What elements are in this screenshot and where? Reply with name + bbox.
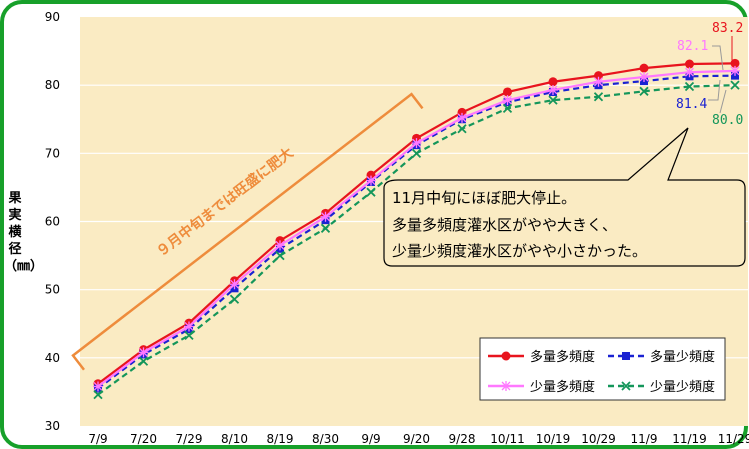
data-point [502,95,513,106]
legend-label: 多量多頻度 [530,349,595,365]
data-point [93,381,103,392]
data-point [639,71,649,82]
data-point [548,95,558,105]
data-point [501,351,511,361]
data-point [593,76,604,87]
data-point [594,71,603,81]
y-tick-label: 90 [45,10,60,24]
callout-line-2: 多量多頻度灌水区がやや大きく、 [392,216,617,234]
data-point [639,63,649,73]
end-label-0: 83.2 [712,21,743,36]
x-tick-label: 10/11 [490,432,525,446]
data-point [622,352,630,360]
data-point [684,67,695,78]
data-point [320,223,331,233]
data-point [684,81,695,92]
data-point [730,58,740,68]
x-tick-label: 8/30 [312,432,339,446]
x-tick-label: 7/29 [176,432,203,446]
data-point [411,148,422,158]
data-point [639,86,649,96]
end-label-2-leader [708,79,721,101]
data-point [275,240,285,251]
x-tick-label: 11/9 [631,432,658,446]
end-label-1: 82.1 [677,39,708,54]
legend-box [479,337,726,401]
x-tick-label: 9/20 [403,432,430,446]
data-point [621,381,631,391]
x-tick-label: 9/28 [449,432,476,446]
end-label-3: 80.0 [712,113,743,128]
x-tick-label: 7/20 [130,432,157,446]
end-label-3-leader [719,89,727,114]
data-point [501,381,511,391]
data-point [138,356,149,366]
end-label-2: 81.4 [676,97,707,112]
data-point [411,138,422,149]
data-point [229,294,240,304]
x-tick-label: 11/29 [718,432,749,446]
data-point [184,321,194,332]
x-tick-label: 10/19 [536,432,571,446]
y-axis-ticks: 30 40 50 60 70 80 90 [45,10,60,433]
x-tick-label: 7/9 [88,432,107,446]
data-point [93,390,103,400]
series-2 [93,65,740,392]
series-3 [93,80,740,400]
x-tick-label: 8/10 [221,432,248,446]
callout-line-1: 11月中旬にほぼ肥大停止。 [392,189,576,207]
x-axis-ticks: 7/9 7/20 7/29 8/10 8/19 8/30 9/9 9/20 9/28 10/11 1… [88,432,749,446]
legend-label: 少量少頻度 [650,379,715,395]
data-point [229,279,240,290]
data-point [548,77,558,87]
data-point [548,84,558,95]
series-lines [93,58,740,400]
legend-item: 少量多頻度 [488,379,595,395]
x-tick-label: 9/9 [361,432,380,446]
y-tick-label: 60 [45,215,60,229]
legend-label: 少量多頻度 [530,379,595,395]
legend-label: 多量少頻度 [650,349,715,365]
data-point [366,187,376,197]
callout-line-3: 少量少頻度灌水区がやや小さかった。 [392,242,647,260]
data-point [730,65,740,76]
y-tick-label: 40 [45,351,60,365]
y-axis-label: 果実横径（㎜） [4,191,44,274]
y-tick-label: 30 [45,419,60,433]
data-point [685,59,694,69]
end-value-labels: 83.2 82.1 81.4 80.0 [676,21,743,128]
legend-item: 多量少頻度 [608,349,715,365]
data-point [502,103,513,113]
data-point [320,211,331,222]
data-point [275,250,285,261]
legend-item: 少量少頻度 [608,379,715,395]
callout: 11月中旬にほぼ肥大停止。 多量多頻度灌水区がやや大きく、 少量少頻度灌水区がや… [383,127,746,267]
legend-item: 多量多頻度 [488,349,595,365]
x-tick-label: 11/19 [672,432,707,446]
bracket-line [71,92,424,371]
callout-box [383,127,746,267]
data-point [366,175,376,186]
y-tick-label: 50 [45,283,60,297]
data-point [457,124,467,134]
data-point [593,92,604,102]
data-point [730,80,740,90]
data-point [138,347,149,358]
y-tick-label: 70 [45,146,60,160]
y-tick-label: 80 [45,78,60,92]
data-point [457,112,467,123]
x-tick-label: 10/29 [581,432,616,446]
end-label-1-leader [712,45,724,71]
data-point [457,107,467,117]
x-tick-label: 8/19 [267,432,294,446]
data-point [184,330,194,340]
data-point [503,87,512,97]
